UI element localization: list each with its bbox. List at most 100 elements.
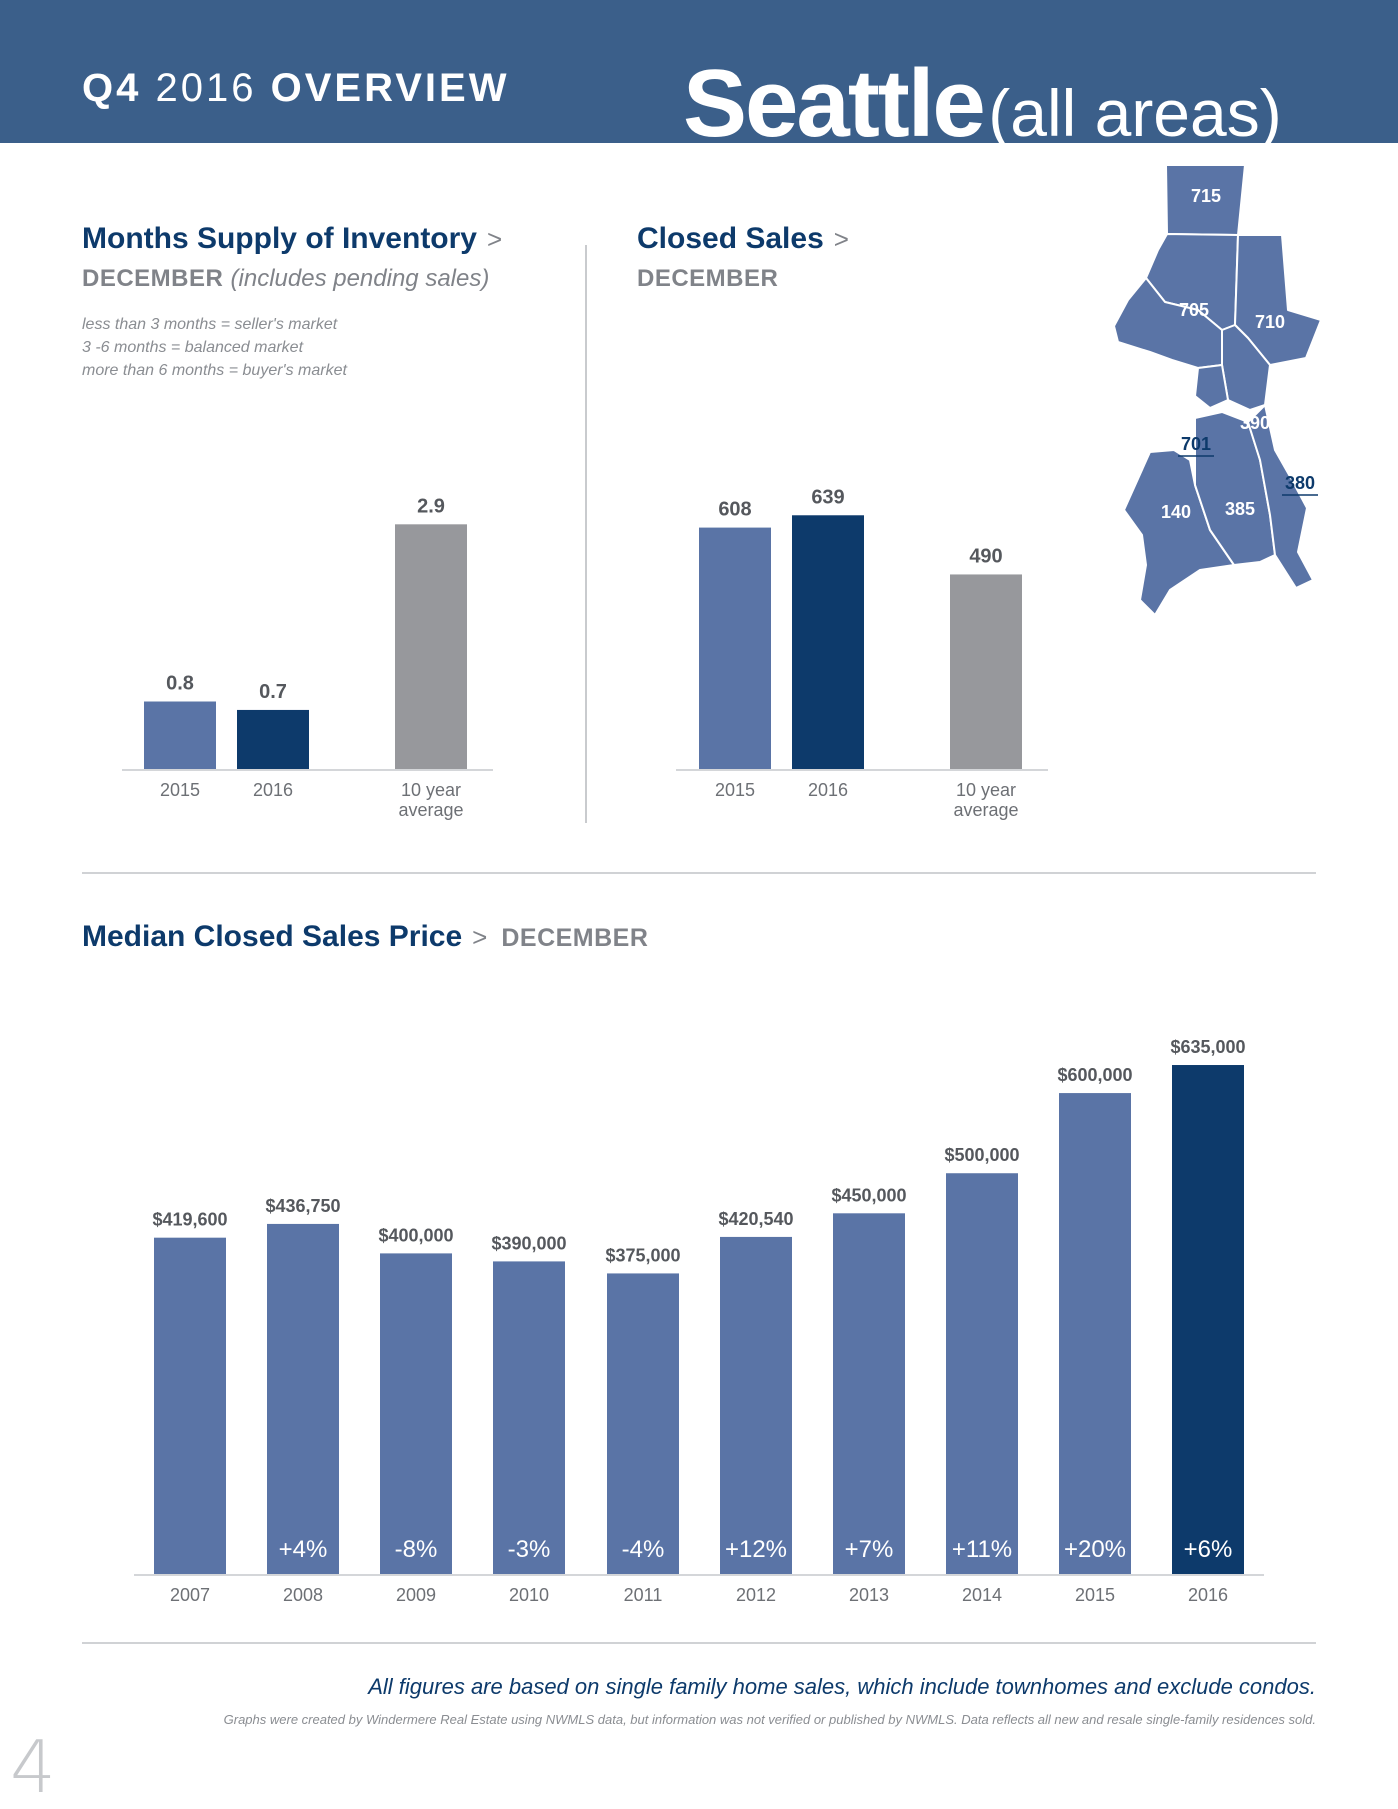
supply-chart-title: Months Supply of Inventory > <box>82 222 502 256</box>
median-change-label-3: -3% <box>508 1536 551 1563</box>
median-change-label-6: +7% <box>845 1536 894 1563</box>
median-tick-label-9: 2016 <box>1188 1585 1228 1605</box>
median-tick-label-8: 2015 <box>1075 1585 1115 1605</box>
chevron-right-icon: > <box>833 224 849 254</box>
median-value-label-6: $450,000 <box>831 1185 906 1205</box>
supply-value-label-0: 0.8 <box>166 673 194 695</box>
median-tick-label-1: 2008 <box>283 1585 323 1605</box>
map-area-701 <box>1194 364 1229 409</box>
median-value-label-1: $436,750 <box>265 1196 340 1216</box>
median-change-label-8: +20% <box>1064 1536 1126 1563</box>
footer-disclaimer: All figures are based on single family h… <box>368 1674 1316 1699</box>
median-change-label-5: +12% <box>725 1536 787 1563</box>
median-bar-7 <box>946 1173 1018 1574</box>
column-divider <box>585 245 587 823</box>
median-bar-5 <box>720 1236 792 1574</box>
supply-value-label-1: 0.7 <box>259 681 287 703</box>
map-label-380: 380 <box>1285 473 1315 493</box>
supply-chart-subtitle: DECEMBER (includes pending sales) <box>82 265 489 293</box>
supply-tick-label-0: 2015 <box>160 780 200 800</box>
closed-bar-0 <box>699 527 771 769</box>
footer-source-note: Graphs were created by Windermere Real E… <box>223 1712 1316 1727</box>
city-name: Seattle <box>683 54 986 143</box>
supply-value-label-2: 2.9 <box>417 495 445 517</box>
map-label-385: 385 <box>1225 499 1255 519</box>
page-number: 4 <box>10 1725 56 1809</box>
median-change-label-1: +4% <box>279 1536 328 1563</box>
supply-bar-0 <box>144 701 216 769</box>
median-bar-3 <box>493 1261 565 1574</box>
footer-divider <box>82 1642 1316 1644</box>
supply-bar-2 <box>395 524 467 769</box>
median-tick-label-3: 2010 <box>509 1585 549 1605</box>
map-label-390: 390 <box>1240 413 1270 433</box>
median-value-label-2: $400,000 <box>378 1225 453 1245</box>
overview-label: OVERVIEW <box>270 66 510 110</box>
closed-value-label-2: 490 <box>969 545 1002 567</box>
supply-subtitle-note: (includes pending sales) <box>230 265 490 292</box>
median-subtitle-month: DECEMBER <box>501 924 649 952</box>
supply-tick-label-2: 10 year average <box>398 780 463 820</box>
map-label-700: 700 <box>1151 364 1181 384</box>
page-header: Q4 2016 OVERVIEW Seattle (all areas) <box>0 0 1398 143</box>
map-label-710: 710 <box>1255 312 1285 332</box>
median-value-label-3: $390,000 <box>491 1233 566 1253</box>
closed-bar-1 <box>792 515 864 769</box>
median-value-label-5: $420,540 <box>718 1209 793 1229</box>
map-label-705: 705 <box>1179 300 1209 320</box>
median-value-label-8: $600,000 <box>1057 1065 1132 1085</box>
median-tick-label-7: 2014 <box>962 1585 1002 1605</box>
market-legend-note: less than 3 months = seller's market 3 -… <box>82 313 347 382</box>
median-bar-1 <box>267 1223 339 1574</box>
closed-tick-label-2: 10 year average <box>953 780 1018 820</box>
closed-title-text: Closed Sales <box>637 222 824 255</box>
map-area-140 <box>1123 449 1235 616</box>
median-bar-9 <box>1172 1065 1244 1574</box>
supply-subtitle-month: DECEMBER <box>82 265 224 292</box>
median-tick-label-4: 2011 <box>624 1585 663 1605</box>
chevron-right-icon: > <box>472 922 488 952</box>
median-change-label-4: -4% <box>622 1536 665 1563</box>
median-bar-4 <box>607 1273 679 1574</box>
supply-title-text: Months Supply of Inventory <box>82 222 477 255</box>
quarter-label: Q4 <box>82 66 142 110</box>
chevron-right-icon: > <box>487 224 503 254</box>
median-change-label-2: -8% <box>395 1536 438 1563</box>
legend-line-balanced: 3 -6 months = balanced market <box>82 339 304 356</box>
closed-bar-2 <box>950 574 1022 769</box>
map-label-140: 140 <box>1161 502 1191 522</box>
supply-bar-1 <box>237 709 309 769</box>
map-area-380 <box>1247 404 1314 589</box>
closed-value-label-0: 608 <box>718 499 751 521</box>
closed-tick-label-1: 2016 <box>808 780 848 800</box>
seattle-area-map: 715 705 710 700 390 140 385 701 380 <box>1113 164 1322 616</box>
median-value-label-4: $375,000 <box>605 1245 680 1265</box>
median-value-label-9: $635,000 <box>1170 1037 1245 1057</box>
median-bar-2 <box>380 1253 452 1574</box>
year-label: 2016 <box>155 66 257 110</box>
closed-chart-title: Closed Sales > <box>637 222 849 256</box>
supply-tick-label-1: 2016 <box>253 780 293 800</box>
closed-chart-subtitle: DECEMBER <box>637 265 778 293</box>
report-period: Q4 2016 OVERVIEW <box>82 66 509 111</box>
median-bar-8 <box>1059 1093 1131 1574</box>
closed-tick-label-0: 2015 <box>715 780 755 800</box>
median-chart-title: Median Closed Sales Price > DECEMBER <box>82 920 648 954</box>
map-label-715: 715 <box>1191 186 1221 206</box>
median-tick-label-5: 2012 <box>736 1585 776 1605</box>
median-change-label-7: +11% <box>952 1536 1012 1563</box>
city-subtitle: (all areas) <box>988 76 1282 143</box>
median-bar-6 <box>833 1213 905 1574</box>
median-value-label-7: $500,000 <box>944 1145 1019 1165</box>
closed-value-label-1: 639 <box>811 486 844 508</box>
median-title-text: Median Closed Sales Price <box>82 920 463 953</box>
map-area-700 <box>1113 277 1223 369</box>
legend-line-sellers: less than 3 months = seller's market <box>82 316 338 333</box>
median-tick-label-2: 2009 <box>396 1585 436 1605</box>
city-title: Seattle (all areas) <box>683 54 1282 143</box>
median-value-label-0: $419,600 <box>152 1210 227 1230</box>
median-tick-label-6: 2013 <box>849 1585 889 1605</box>
